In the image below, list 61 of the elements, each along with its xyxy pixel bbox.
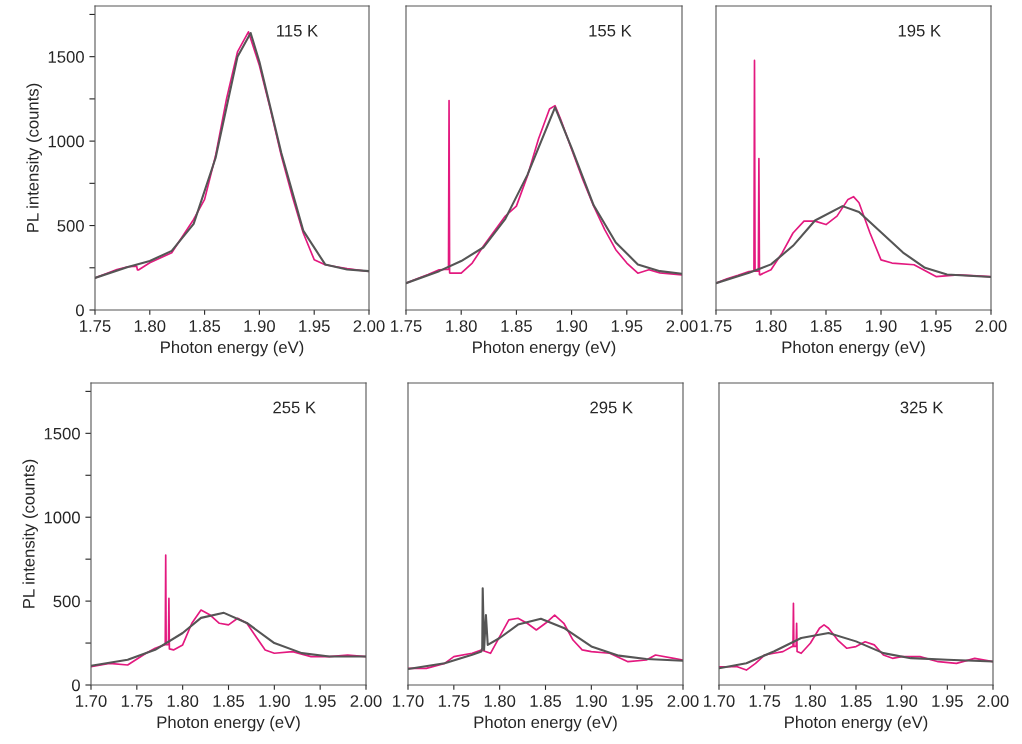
y-tick-label: 500	[53, 595, 80, 608]
x-tick-label: 1.85	[811, 320, 842, 332]
x-tick-label: 1.85	[213, 695, 245, 707]
x-tick-label: 1.85	[841, 695, 872, 707]
x-tick-label: 1.80	[756, 320, 787, 332]
x-tick-label: 1.90	[244, 320, 275, 332]
x-tick-label: 2.00	[977, 695, 1009, 707]
x-tick-label: 2.00	[666, 320, 698, 332]
x-axis-title: Photon energy (eV)	[473, 340, 616, 357]
x-tick-label: 1.80	[795, 695, 826, 707]
x-axis-title: Photon energy (eV)	[474, 715, 617, 732]
x-tick-label: 1.75	[438, 695, 470, 707]
x-tick-label: 1.70	[393, 695, 424, 707]
annotation: 255 K	[273, 401, 316, 414]
x-tick-label: 1.90	[886, 695, 918, 707]
x-tick-label: 1.95	[299, 320, 330, 332]
x-tick-label: 1.80	[446, 320, 477, 332]
x-tick-label: 1.75	[121, 695, 153, 707]
x-tick-label: 1.85	[501, 320, 532, 332]
x-tick-label: 1.95	[622, 695, 653, 707]
y-axis-title: PL intensity (counts)	[26, 83, 42, 232]
x-tick-label: 1.85	[189, 320, 221, 332]
x-tick-label: 2.00	[353, 320, 385, 332]
annotation: 195 K	[898, 24, 941, 37]
annotation: 295 K	[590, 401, 633, 414]
x-tick-label: 1.90	[866, 320, 897, 332]
y-tick-label: 1500	[48, 51, 84, 63]
x-axis-title: Photon energy (eV)	[157, 715, 300, 732]
x-tick-label: 1.90	[576, 695, 607, 707]
x-tick-label: 1.75	[80, 320, 111, 332]
y-tick-label: 500	[57, 219, 84, 232]
x-tick-label: 1.80	[134, 320, 166, 332]
x-axis-title: Photon energy (eV)	[782, 340, 925, 357]
x-tick-label: 1.75	[391, 320, 422, 332]
x-axis-title: Photon energy (eV)	[161, 340, 304, 357]
x-tick-label: 1.95	[305, 695, 336, 707]
x-tick-label: 2.00	[350, 695, 382, 707]
x-tick-label: 1.75	[749, 695, 781, 707]
annotation: 325 K	[900, 401, 944, 414]
x-tick-label: 2.00	[667, 695, 699, 707]
annotation: 155 K	[589, 24, 632, 37]
y-tick-label: 1000	[48, 135, 84, 148]
x-tick-label: 1.95	[611, 320, 643, 332]
x-tick-label: 1.75	[701, 320, 732, 332]
y-axis-title: PL intensity (counts)	[22, 459, 38, 608]
x-tick-label: 2.00	[975, 320, 1007, 332]
x-tick-label: 1.90	[259, 695, 290, 707]
x-tick-label: 1.90	[556, 320, 588, 332]
y-tick-label: 1500	[44, 427, 80, 440]
x-tick-label: 1.95	[932, 695, 963, 707]
y-tick-label: 0	[71, 679, 80, 692]
x-axis-title: Photon energy (eV)	[785, 715, 928, 732]
y-tick-label: 0	[75, 304, 84, 317]
x-tick-label: 1.70	[76, 695, 107, 707]
x-tick-label: 1.85	[530, 695, 562, 707]
x-tick-label: 1.70	[704, 695, 735, 707]
y-tick-label: 1000	[44, 511, 80, 524]
x-tick-label: 1.80	[484, 695, 516, 707]
x-tick-label: 1.95	[921, 320, 952, 332]
annotation: 115 K	[277, 24, 318, 37]
x-tick-label: 1.80	[167, 695, 199, 707]
